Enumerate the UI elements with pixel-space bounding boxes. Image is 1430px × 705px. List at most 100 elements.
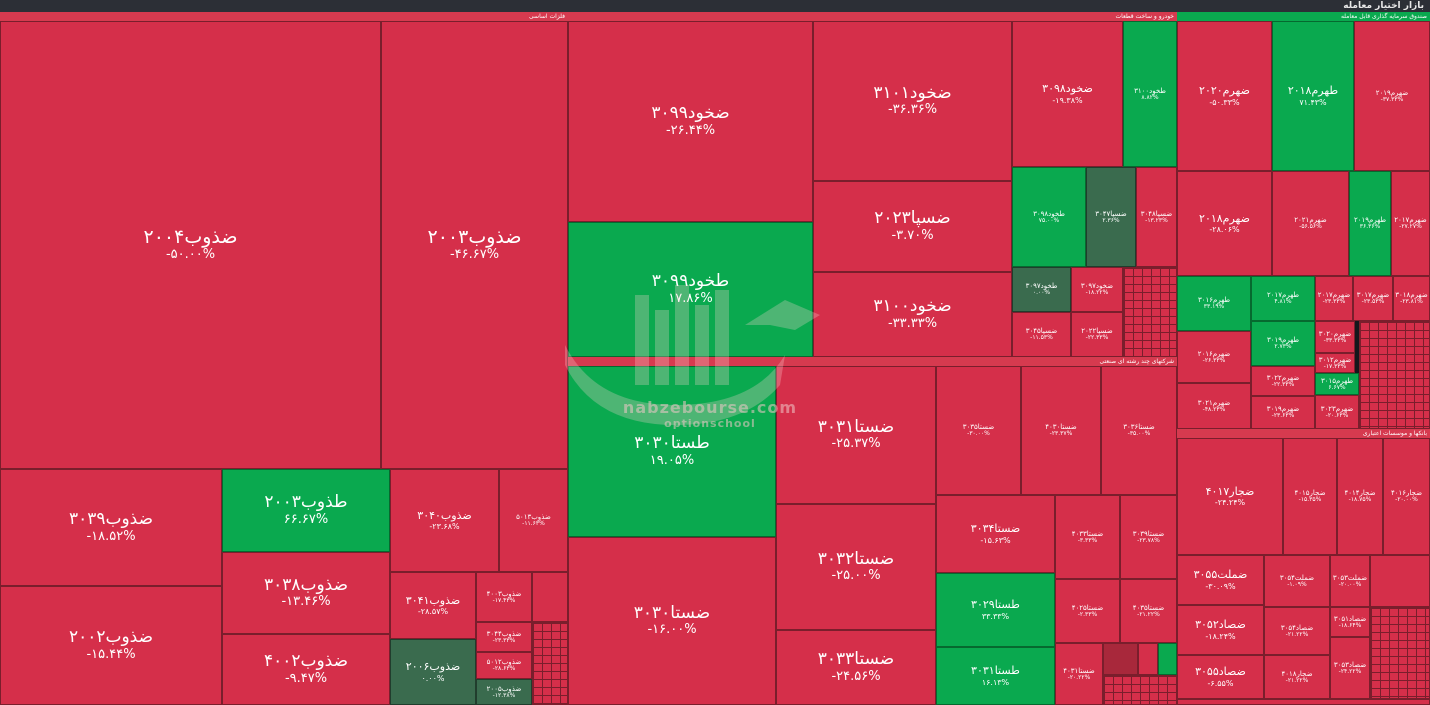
small-tiles-cluster[interactable] — [1103, 675, 1177, 705]
tile[interactable]: ضهرم۲۰۱۶ -۲۶.۳۳% — [1177, 331, 1251, 383]
tile[interactable]: ضذوب۵۰۱۳ -۱۱.۶۳% — [499, 469, 568, 572]
small-tiles-cluster[interactable] — [532, 622, 568, 705]
tile[interactable]: ضسپا۳۰۴۸ -۱۳.۲۳% — [1136, 167, 1177, 267]
tile[interactable]: طهرم۲۰۱۷ ۴.۸۱% — [1251, 276, 1315, 321]
small-tiles-cluster[interactable] — [1359, 321, 1430, 429]
tile[interactable] — [1158, 643, 1177, 675]
tile[interactable]: ضذوب۵۰۱۲ -۲۸.۶۳% — [476, 652, 532, 679]
tile[interactable]: ضملت۳۰۵۴ -۱.۰۹% — [1264, 555, 1330, 607]
tile[interactable]: طهرم۲۰۱۹ ۳۶.۳۶% — [1349, 171, 1391, 276]
tile[interactable] — [1103, 643, 1138, 675]
tile-symbol: ضهرم۲۰۱۸ — [1199, 211, 1250, 225]
tile[interactable]: طهرم۳۰۱۹ ۲.۷۳% — [1251, 321, 1315, 366]
tile[interactable]: ضهرم۲۰۱۷ -۲۳.۳۳% — [1315, 276, 1353, 321]
tile[interactable]: ضستا۴۰۳۵ -۲۱.۲۲% — [1120, 579, 1177, 643]
tile[interactable]: ضستا۳۰۳۶ -۳۵.۰۰% — [1101, 366, 1177, 495]
tile[interactable]: ضصاد۳۰۵۲ -۱۸.۲۴% — [1177, 605, 1264, 655]
tile[interactable]: ضهرم۳۰۲۳ -۲۰.۶۳% — [1315, 395, 1359, 429]
tile-change: -۱۱.۵۳% — [1030, 334, 1053, 342]
tile[interactable]: طهرم۲۰۱۸ ۷۱.۴۳% — [1272, 21, 1354, 171]
tile[interactable] — [1177, 699, 1430, 705]
tile[interactable]: ضذوب۴۰۰۲ -۹.۴۷% — [222, 634, 390, 705]
tile[interactable]: ضسپا۳۰۴۵ -۱۱.۵۳% — [1012, 312, 1071, 357]
tile[interactable]: ضستا۳۰۳۹ -۲۳.۷۸% — [1120, 495, 1177, 579]
tile-symbol: ضصاد۳۰۵۵ — [1195, 665, 1246, 679]
tile[interactable]: ضجار۴۰۱۸ -۲۱.۲۲% — [1264, 655, 1330, 699]
tile[interactable]: ضصاد۳۰۵۵ -۶.۵۵% — [1177, 655, 1264, 699]
tile[interactable]: ضستا۴۰۲۵ -۲.۳۳% — [1055, 579, 1120, 643]
tile[interactable]: ضستا۳۰۳۵ -۳۰.۰۰% — [936, 366, 1021, 495]
tile[interactable]: ضذوب۲۰۰۶ ۰.۰۰% — [390, 639, 476, 705]
tile[interactable]: ضخود۳۱۰۱ -۳۶.۳۶% — [813, 21, 1012, 181]
tile-change: -۲۳.۸۱% — [1400, 298, 1423, 306]
tile[interactable]: طخود۳۱۰۰ ۸.۸۲% — [1123, 21, 1177, 167]
tile[interactable]: ضجار۴۰۱۵ -۱۵.۳۵% — [1283, 438, 1337, 555]
tile[interactable]: ضهرم۳۰۱۷ -۲۳.۵۳% — [1353, 276, 1393, 321]
tile[interactable]: طستا۳۰۳۰ ۱۹.۰۵% — [568, 366, 776, 537]
tile[interactable]: ضهرم۳۰۲۱ -۴۸.۲۳% — [1177, 383, 1251, 429]
tile-change: -۲۳.۵۳% — [1361, 298, 1385, 306]
tile[interactable]: ضستا۳۰۳۲ -۲۵.۰۰% — [776, 504, 936, 630]
tile[interactable] — [532, 572, 568, 622]
tile[interactable]: ضصاد۳۰۵۴ -۲۱.۲۲% — [1264, 607, 1330, 655]
tile[interactable]: ضهرم۲۰۲۰ -۵۰.۳۳% — [1177, 21, 1272, 171]
tile[interactable]: طخود۳۰۹۷ ۰.۰۰% — [1012, 267, 1071, 312]
tile[interactable]: ضملت۳۰۵۳ -۲۰.۰۰% — [1330, 555, 1370, 607]
tile[interactable]: ضصاد۳۰۵۱ -۱۸.۶۴% — [1330, 607, 1370, 637]
tile[interactable]: ضملت۳۰۵۵ -۳۰.۰۹% — [1177, 555, 1264, 605]
tile[interactable]: ضذوب۳۰۴۴ -۲۳.۳۳% — [476, 622, 532, 652]
sector-banks: بانکها و موسسات اعتباری ضجار۴۰۱۷ -۲۴.۲۴%… — [1177, 429, 1430, 705]
tile[interactable]: ضسپا۳۰۴۷ ۲.۳۶% — [1086, 167, 1136, 267]
tile-change: -۲۴.۲۴% — [1214, 498, 1246, 508]
tile[interactable]: ضستا۴۰۳۰ -۲۳.۳۷% — [1021, 366, 1101, 495]
tile[interactable]: ضهرم۲۰۱۹ -۳۷.۳۳% — [1354, 21, 1430, 171]
tile[interactable]: ضخود۳۰۹۷ -۱۸.۲۲% — [1071, 267, 1123, 312]
tile[interactable]: ضهرم۳۰۲۰ -۳۳.۳۳% — [1315, 321, 1355, 353]
tile[interactable]: ضخود۳۱۰۰ -۳۳.۳۳% — [813, 272, 1012, 357]
tile[interactable]: طخود۳۰۹۸ ۷۵.۰۰% — [1012, 167, 1086, 267]
tile[interactable]: ضصاد۳۰۵۳ -۲۴.۲۲% — [1330, 637, 1370, 699]
tile[interactable]: ضجار۴۰۱۶ -۲۰.۰۰% — [1383, 438, 1430, 555]
tile[interactable]: طستا۳۰۲۹ ۳۳.۳۳% — [936, 573, 1055, 647]
tile[interactable]: طهرم۳۰۱۶ ۳۳.۱۹% — [1177, 276, 1251, 331]
tile[interactable]: طخود۳۰۹۹ ۱۷.۸۶% — [568, 222, 813, 357]
tile[interactable]: ضذوب۴۰۰۳ -۱۷.۴۳% — [476, 572, 532, 622]
tile[interactable]: ضستا۳۰۳۱ -۲۵.۳۷% — [776, 366, 936, 504]
tile[interactable]: ضستا۳۰۳۴ -۱۵.۶۳% — [936, 495, 1055, 573]
tile-symbol: ضستا۴۰۳۰ — [1045, 423, 1077, 432]
small-tiles-cluster[interactable] — [1370, 607, 1430, 699]
tile[interactable]: طذوب۲۰۰۳ ۶۶.۶۷% — [222, 469, 390, 552]
tile[interactable]: ضستا۳۰۳۰ -۱۶.۰۰% — [568, 537, 776, 705]
tile[interactable]: ضذوب۳۰۴۱ -۲۸.۵۷% — [390, 572, 476, 639]
tile[interactable]: ضجار۴۰۱۴ -۱۸.۷۵% — [1337, 438, 1383, 555]
tile[interactable]: ضستا۳۰۳۳ -۲۴.۵۶% — [776, 630, 936, 705]
tile[interactable] — [1370, 555, 1430, 607]
tile[interactable]: ضجار۴۰۱۷ -۲۴.۲۴% — [1177, 438, 1283, 555]
tile[interactable]: ضخود۳۰۹۹ -۲۶.۴۴% — [568, 21, 813, 222]
tile[interactable]: طستا۳۰۳۱ ۱۶.۱۳% — [936, 647, 1055, 705]
tile[interactable]: ضذوب۲۰۰۳ -۴۶.۶۷% — [381, 21, 568, 469]
tile[interactable]: ضستا۴۰۳۱ -۲۰.۲۲% — [1055, 643, 1103, 705]
tile[interactable]: ضهرم۳۰۱۲ -۱۷.۳۳% — [1315, 353, 1355, 373]
tile[interactable]: ضخود۳۰۹۸ -۱۹.۳۸% — [1012, 21, 1123, 167]
tile[interactable]: ضستا۴۰۳۳ -۳.۳۳% — [1055, 495, 1120, 579]
tile[interactable]: ضذوب۲۰۰۵ -۱۲.۳۸% — [476, 679, 532, 705]
tile[interactable]: ضهرم۳۰۲۲ -۲۲.۳۳% — [1251, 366, 1315, 396]
tile[interactable]: طهرم۳۰۱۵ ۶.۶۷% — [1315, 373, 1359, 395]
tile[interactable]: ضهرم۲۰۱۷ -۲۷.۲۷% — [1391, 171, 1430, 276]
tile[interactable]: ضهرم۳۰۱۸ -۲۳.۸۱% — [1393, 276, 1430, 321]
tile[interactable]: ضسپا۲۰۲۳ -۳.۷۰% — [813, 181, 1012, 272]
tile[interactable]: ضذوب۲۰۰۲ -۱۵.۴۴% — [0, 586, 222, 705]
tile[interactable]: ضذوب۳۰۴۰ -۲۳.۶۸% — [390, 469, 499, 572]
tile[interactable]: ضهرم۲۰۱۸ -۲۸.۰۶% — [1177, 171, 1272, 276]
tile[interactable]: ضهرم۲۰۲۱ -۵۶.۵۶% — [1272, 171, 1349, 276]
tile[interactable]: ضذوب۲۰۰۴ -۵۰.۰۰% — [0, 21, 381, 469]
tile[interactable]: ضذوب۳۰۳۹ -۱۸.۵۲% — [0, 469, 222, 586]
tile-change: ۰.۰۰% — [1032, 289, 1051, 297]
tile[interactable]: ضذوب۳۰۳۸ -۱۳.۴۶% — [222, 552, 390, 634]
tile[interactable]: ضسپا۲۰۲۲ -۲۲.۳۳% — [1071, 312, 1123, 357]
tile[interactable]: ضهرم۳۰۱۹ -۲۳.۶۳% — [1251, 396, 1315, 429]
small-tiles-cluster[interactable] — [1123, 267, 1177, 357]
tile[interactable] — [1138, 643, 1158, 675]
tile-change: -۲۶.۴۴% — [665, 122, 716, 138]
